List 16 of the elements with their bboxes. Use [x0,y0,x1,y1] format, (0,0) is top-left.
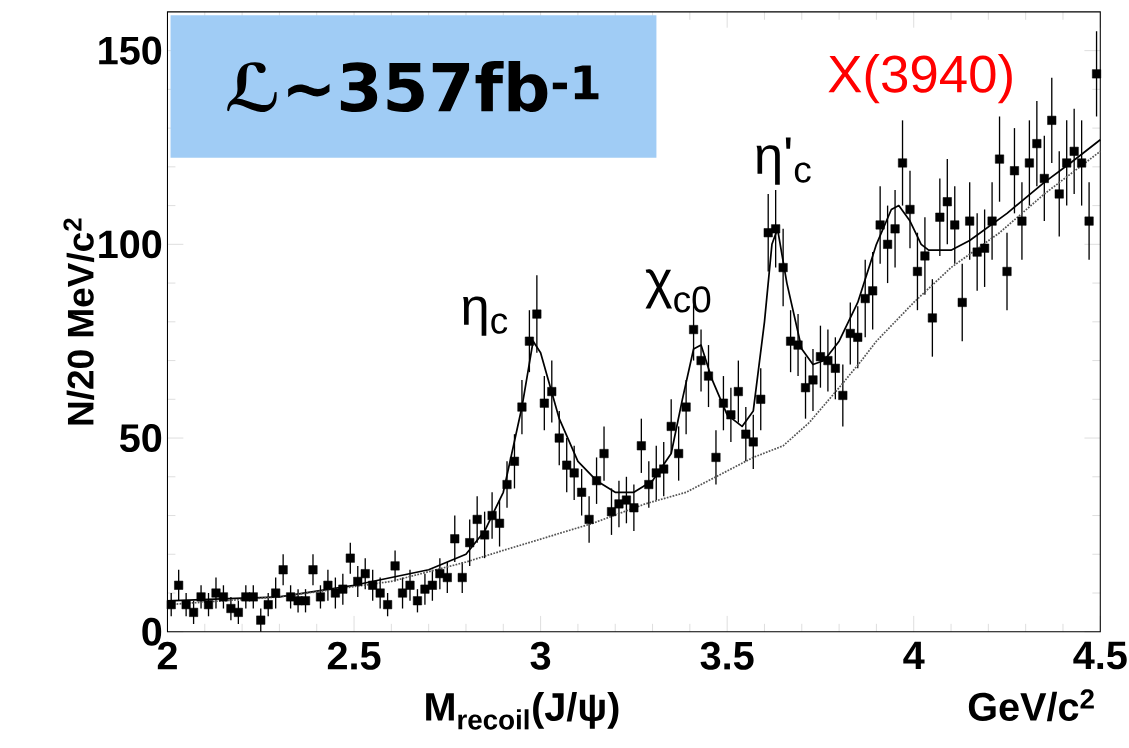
annotation: ℒ~357fb$^{-1}$ [227,61,599,113]
x-tick-label: 2.5 [327,641,381,670]
x-tick-label: 4.5 [1073,641,1127,670]
x-axis-title: M$_{recoil}$(J/ψ) [426,692,619,730]
x-tick-label: 3 [530,641,551,670]
y-tick-label: 50 [119,424,162,453]
x-tick-label: 3.5 [700,641,754,670]
text: GeV/c$^{2}$ [968,689,1094,722]
x-tick-label: 4 [903,641,925,670]
y-axis-title: N/20 MeV/c$^{2}$ [63,218,95,425]
annotation: η'$_{c}$ [756,137,811,185]
annotation: χ$_{c0}$ [645,269,711,313]
y-tick-label: 150 [99,36,162,65]
y-tick-label: 100 [99,230,162,259]
annotation: X(3940) [828,54,1012,104]
annotation: η$_{c}$ [463,296,508,336]
